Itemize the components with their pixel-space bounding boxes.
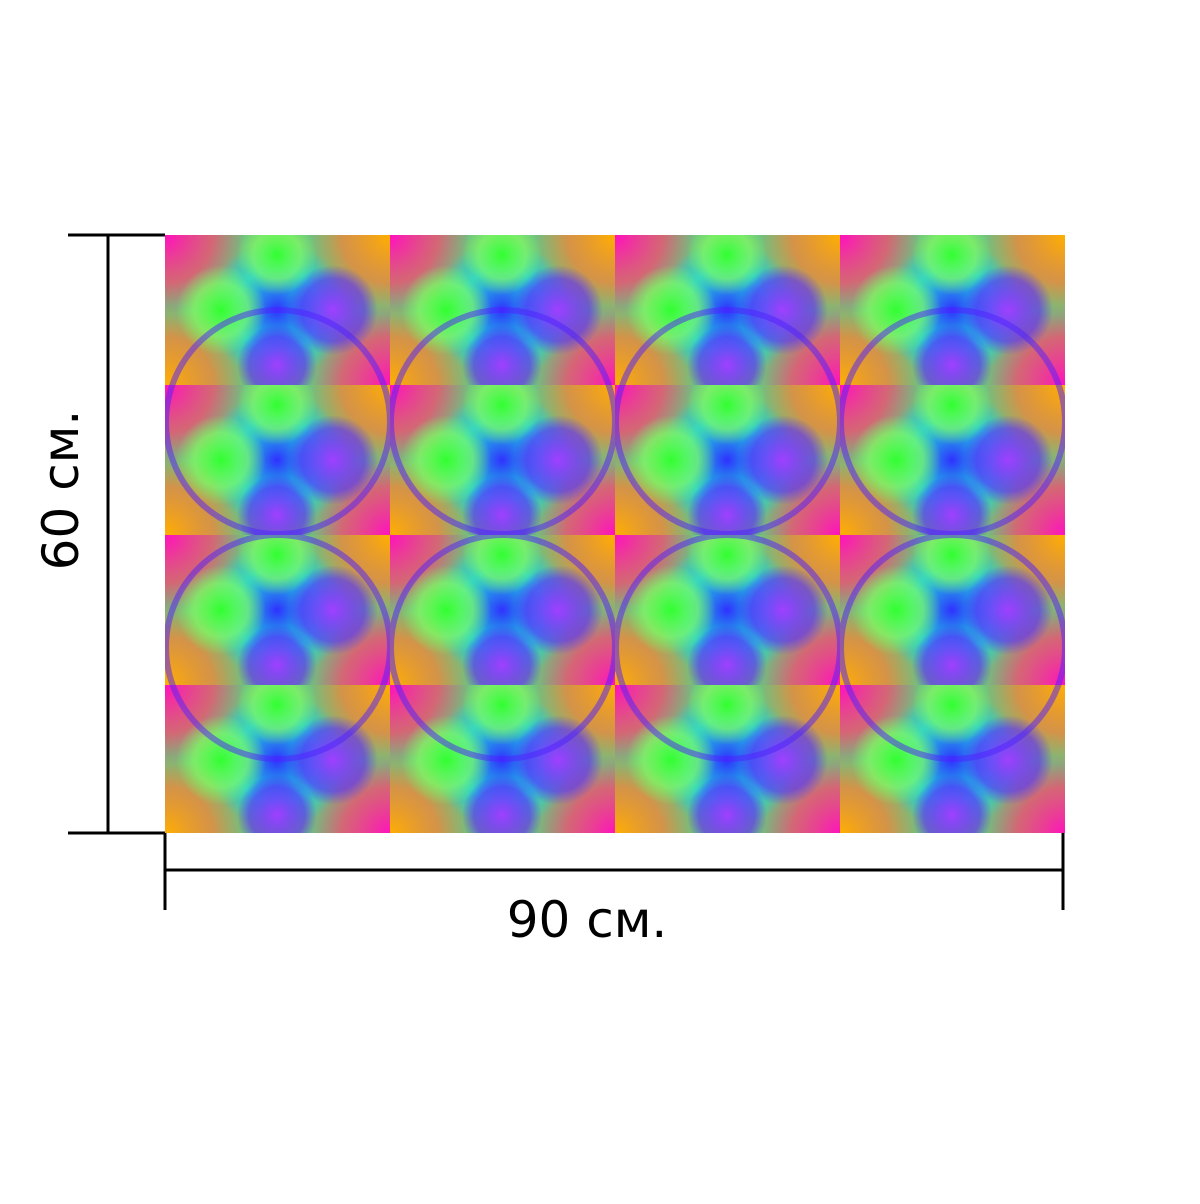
- height-label: 60 см.: [32, 410, 90, 571]
- dimension-lines: [68, 233, 1065, 910]
- pattern: [165, 235, 1065, 833]
- width-label: 90 см.: [507, 891, 668, 949]
